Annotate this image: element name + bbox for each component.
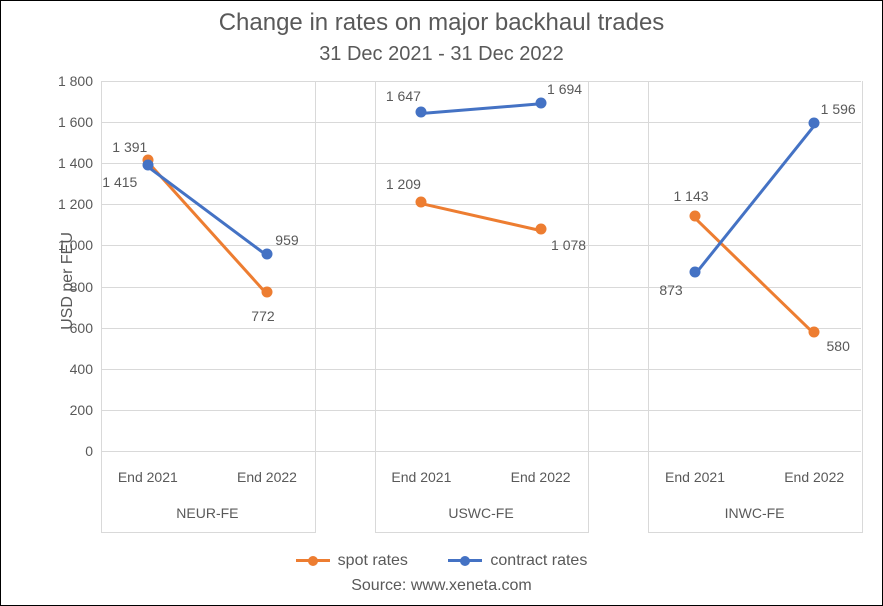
x-tick-label: End 2021 <box>118 469 178 485</box>
data-label-spot: 1 415 <box>102 174 137 190</box>
data-marker-spot <box>690 211 701 222</box>
data-marker-contract <box>809 117 820 128</box>
data-label-spot: 772 <box>251 308 274 324</box>
y-tick-label: 1 400 <box>58 155 101 171</box>
data-label-contract: 873 <box>659 282 682 298</box>
data-label-spot: 580 <box>826 338 849 354</box>
data-marker-contract <box>690 266 701 277</box>
source-label: Source: www.xeneta.com <box>1 577 882 595</box>
data-marker-spot <box>535 224 546 235</box>
legend-label-spot: spot rates <box>338 552 408 570</box>
y-tick-label: 400 <box>70 361 101 377</box>
data-label-contract: 1 694 <box>547 81 582 97</box>
legend-swatch-contract <box>448 559 482 562</box>
data-label-contract: 1 647 <box>386 88 421 104</box>
x-group-label: INWC-FE <box>725 505 785 521</box>
y-tick-label: 1 200 <box>58 196 101 212</box>
chart-frame: Change in rates on major backhaul trades… <box>0 0 883 606</box>
data-marker-spot <box>416 197 427 208</box>
legend-label-contract: contract rates <box>490 552 587 570</box>
data-label-contract: 959 <box>275 232 298 248</box>
legend-swatch-spot <box>296 559 330 562</box>
y-tick-label: 0 <box>85 443 101 459</box>
y-tick-label: 1 800 <box>58 73 101 89</box>
y-tick-label: 800 <box>70 279 101 295</box>
data-marker-spot <box>809 326 820 337</box>
legend-item-contract: contract rates <box>448 552 587 570</box>
x-tick-label: End 2021 <box>391 469 451 485</box>
category-group-box <box>648 81 863 533</box>
chart-title: Change in rates on major backhaul trades <box>1 9 882 37</box>
data-label-spot: 1 209 <box>386 176 421 192</box>
y-tick-label: 600 <box>70 320 101 336</box>
data-label-contract: 1 596 <box>821 101 856 117</box>
x-tick-label: End 2021 <box>665 469 725 485</box>
category-group-box <box>375 81 590 533</box>
x-group-label: NEUR-FE <box>176 505 238 521</box>
plot-area: 02004006008001 0001 2001 4001 6001 800En… <box>101 81 861 451</box>
data-marker-contract <box>142 160 153 171</box>
data-marker-spot <box>261 287 272 298</box>
data-marker-contract <box>416 107 427 118</box>
data-label-spot: 1 078 <box>551 237 586 253</box>
y-tick-label: 200 <box>70 402 101 418</box>
data-marker-contract <box>535 97 546 108</box>
data-label-contract: 1 391 <box>112 139 147 155</box>
x-tick-label: End 2022 <box>237 469 297 485</box>
y-tick-label: 1 600 <box>58 114 101 130</box>
legend-item-spot: spot rates <box>296 552 408 570</box>
y-tick-label: 1 000 <box>58 237 101 253</box>
chart-subtitle: 31 Dec 2021 - 31 Dec 2022 <box>1 43 882 66</box>
data-marker-contract <box>261 248 272 259</box>
data-label-spot: 1 143 <box>673 188 708 204</box>
x-group-label: USWC-FE <box>448 505 513 521</box>
x-tick-label: End 2022 <box>511 469 571 485</box>
legend: spot rates contract rates <box>1 549 882 570</box>
x-tick-label: End 2022 <box>784 469 844 485</box>
